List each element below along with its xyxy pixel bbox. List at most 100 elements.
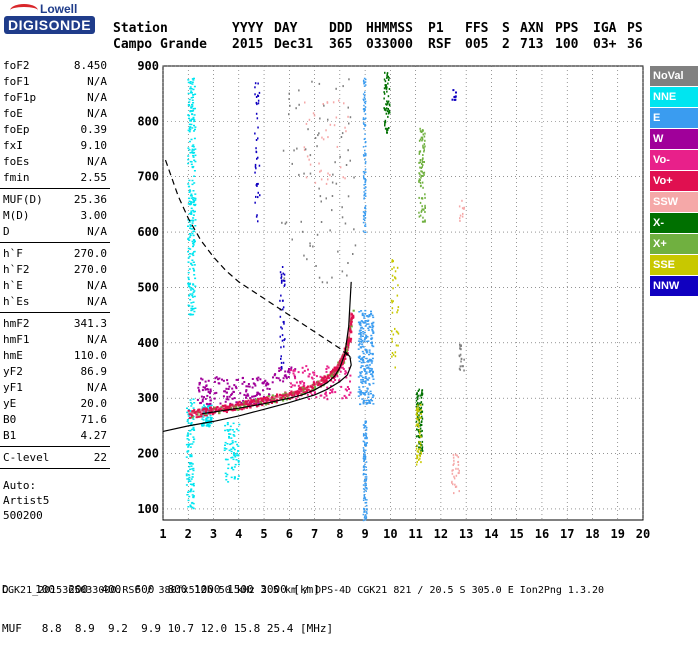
echo-point (368, 360, 371, 362)
echo-point (391, 259, 394, 262)
echo-point (256, 157, 258, 160)
echo-point (192, 441, 195, 443)
echo-point (364, 519, 367, 521)
echo-point (416, 455, 418, 458)
echo-point (366, 437, 368, 440)
echo-point (301, 387, 304, 389)
echo-point (364, 422, 366, 424)
echo-point (191, 259, 194, 261)
echo-point (282, 279, 285, 282)
echo-point (207, 388, 210, 391)
echo-point (193, 182, 196, 184)
echo-point (190, 193, 193, 195)
echo-point (284, 374, 287, 377)
echo-point (293, 149, 295, 152)
status-line: CGK21_2015365033000.RSF / 380fx512h 50 k… (2, 585, 605, 596)
echo-point (363, 172, 366, 175)
echo-point (190, 90, 193, 92)
echo-point (363, 177, 365, 180)
x-tick-label: 3 (210, 527, 217, 541)
echo-point (347, 149, 349, 152)
echo-point (365, 449, 367, 452)
echo-point (189, 399, 192, 401)
curve-model (162, 350, 352, 432)
echo-point (255, 184, 258, 187)
echo-point (386, 103, 388, 106)
echo-point (365, 195, 367, 197)
echo-point (226, 422, 229, 424)
echo-point (187, 480, 190, 482)
echo-point (190, 465, 193, 467)
echo-point (331, 209, 333, 212)
echo-point (424, 220, 426, 223)
echo-point (418, 388, 420, 391)
echo-point (362, 122, 365, 124)
echo-point (371, 327, 374, 329)
echo-point (364, 320, 367, 322)
echo-point (394, 355, 397, 358)
echo-point (254, 163, 257, 166)
echo-point (185, 443, 188, 446)
echo-point (191, 148, 194, 151)
echo-point (454, 486, 457, 488)
echo-point (453, 475, 455, 478)
echo-point (189, 287, 192, 289)
echo-point (259, 397, 262, 400)
echo-point (225, 398, 228, 401)
echo-point (243, 393, 246, 396)
echo-point (365, 476, 368, 478)
echo-point (418, 181, 420, 183)
echo-point (365, 482, 367, 485)
echo-point (367, 366, 370, 368)
echo-point (322, 138, 325, 141)
echo-point (365, 352, 368, 354)
divider (0, 468, 110, 469)
echo-point (264, 403, 267, 406)
param-value: N/A (87, 279, 107, 292)
echo-point (261, 404, 264, 407)
echo-point (418, 414, 420, 417)
echo-point (415, 412, 418, 415)
echo-point (418, 448, 420, 451)
echo-point (198, 415, 201, 418)
echo-point (348, 393, 351, 396)
echo-point (233, 448, 236, 451)
echo-point (361, 357, 364, 359)
echo-point (364, 168, 367, 170)
echo-point (368, 371, 371, 373)
echo-point (283, 320, 285, 323)
param-value: 2.55 (80, 171, 108, 184)
echo-point (215, 376, 218, 379)
echo-point (420, 423, 422, 426)
echo-point (422, 133, 424, 136)
echo-point (192, 261, 195, 263)
echo-point (344, 388, 347, 391)
echo-point (453, 98, 456, 101)
echo-point (363, 458, 366, 460)
echo-point (283, 396, 286, 399)
echo-point (418, 410, 420, 412)
echo-point (286, 396, 289, 399)
echo-point (191, 305, 194, 307)
echo-point (363, 101, 366, 103)
echo-point (362, 175, 365, 177)
echo-point (231, 441, 234, 444)
echo-point (241, 377, 244, 380)
echo-point (291, 384, 294, 387)
echo-point (370, 360, 373, 362)
echo-point (208, 419, 211, 422)
echo-point (322, 103, 324, 105)
echo-point (306, 155, 309, 158)
param-name: foEp (3, 123, 30, 136)
echo-point (421, 181, 424, 184)
echo-point (257, 137, 259, 140)
echo-point (282, 149, 285, 152)
echo-point (360, 365, 363, 367)
echo-point (451, 480, 453, 483)
echo-point (187, 506, 190, 508)
echo-point (452, 89, 455, 92)
echo-point (284, 222, 287, 225)
y-tick-label: 700 (137, 170, 159, 184)
y-tick-label: 500 (137, 280, 159, 294)
echo-point (358, 338, 361, 340)
